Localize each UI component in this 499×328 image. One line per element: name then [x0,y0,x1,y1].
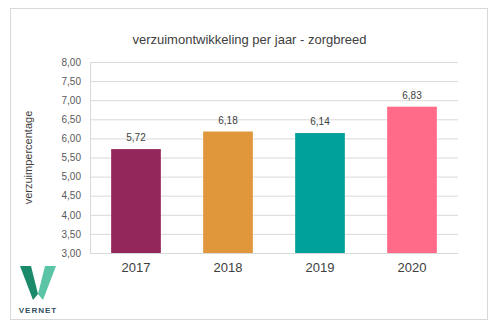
data-label: 6,18 [218,115,238,126]
x-axis-line [91,253,459,254]
y-tick: 4,50 [62,190,90,201]
chart: 3,00 3,50 4,00 4,50 5,00 5,50 6,00 6,50 7,00 7,50… [0,0,499,328]
y-axis-title: verzuimpercentage [22,111,34,205]
y-tick: 3,00 [62,248,90,259]
x-tick-label: 2018 [214,260,243,275]
grid-line [90,62,458,63]
data-labels: 5,72 6,18 6,14 6,83 [126,90,422,143]
logo: VERNET [19,266,57,315]
y-tick-label: 4,00 [62,210,82,221]
bar [295,133,345,253]
logo-text: VERNET [19,306,57,315]
y-tick-label: 5,00 [62,171,82,182]
y-tick-label: 7,00 [62,95,82,106]
data-label: 6,83 [402,90,422,101]
bars [111,107,437,253]
x-tick: 2019 [306,253,335,275]
x-tick-label: 2019 [306,260,335,275]
y-tick: 6,00 [62,133,90,144]
data-label: 6,14 [310,116,330,127]
y-tick-label: 6,50 [62,114,82,125]
grid [90,63,458,254]
bar [203,132,253,253]
y-tick: 5,50 [62,152,90,163]
y-tick: 3,50 [62,229,90,240]
x-tick: 2017 [122,253,151,275]
x-tick-label: 2017 [122,260,151,275]
y-tick-label: 7,50 [62,76,82,87]
x-tick: 2018 [214,253,243,275]
y-axis: 3,00 3,50 4,00 4,50 5,00 5,50 6,00 6,50 7,00 7,50… [62,57,91,259]
y-tick: 8,00 [62,57,90,68]
y-tick-label: 4,50 [62,190,82,201]
data-label: 5,72 [126,132,146,143]
title: verzuimontwikkeling per jaar - zorgbreed [132,32,366,47]
y-tick: 6,50 [62,114,90,125]
y-tick-label: 3,50 [62,229,82,240]
x-tick: 2020 [398,253,427,275]
bar [387,107,437,253]
grid-line [90,81,458,82]
logo-mark [20,266,38,300]
y-axis-line [90,63,91,254]
chart-frame [11,9,488,320]
y-tick-label: 5,50 [62,152,82,163]
logo-mark [38,266,56,300]
y-tick-label: 3,00 [62,248,82,259]
bar [111,149,161,253]
y-tick: 5,00 [62,171,90,182]
x-axis: 2017 2018 2019 2020 [91,253,459,275]
x-tick-label: 2020 [398,260,427,275]
y-tick: 4,00 [62,210,90,221]
y-tick-label: 6,00 [62,133,82,144]
plot: 3,00 3,50 4,00 4,50 5,00 5,50 6,00 6,50 7,00 7,50… [62,57,459,276]
y-tick-label: 8,00 [62,57,82,68]
y-tick: 7,50 [62,76,90,87]
grid-line [90,253,458,254]
y-tick: 7,00 [62,95,90,106]
